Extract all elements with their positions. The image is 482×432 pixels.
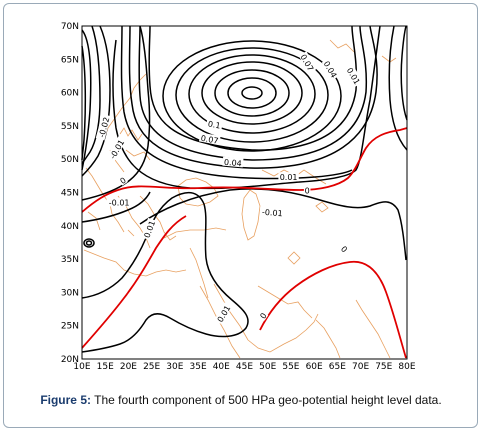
contour--0.01-middle [139,188,407,261]
contour--0.01-left [81,25,151,201]
coastline-persian-gulf [257,285,313,319]
contour-label: -0.01 [259,206,286,219]
lon-tick-label: 30E [166,362,183,372]
coastline-caspian [241,189,261,241]
lon-tick-label: 20E [120,362,137,372]
svg-text:0: 0 [258,311,268,320]
figure-caption: Figure 5: The fourth component of 500 HP… [14,393,468,407]
contour-label: -0.01 [106,197,132,207]
figure-label: Figure 5: [40,393,91,407]
lon-tick-label: 50E [259,362,276,372]
svg-text:0: 0 [339,244,349,254]
svg-text:0.07: 0.07 [200,134,219,146]
lon-tick-label: 45E [236,362,253,372]
zero-line-north [81,127,408,213]
lon-tick-label: 15E [97,362,114,372]
contour-label: 0 [339,243,351,254]
svg-text:0.1: 0.1 [207,120,221,131]
contour-label: 0 [257,310,269,321]
lon-tick-label: 55E [282,362,299,372]
svg-text:0: 0 [305,187,310,196]
lon-tick-label: 40E [213,362,230,372]
lat-tick-label: 50N [61,155,79,165]
lat-tick-label: 65N [61,55,79,65]
lon-tick-label: 60E [306,362,323,372]
zero-contour-lines [81,127,408,359]
coastline-turkey [163,227,227,239]
lat-tick-label: 40N [61,222,79,232]
contour-labels: 0.07 0.04 0.010.10.070.040.010-0.01-0.02-0… [95,51,364,325]
lon-tick-label: 80E [398,362,415,372]
lon-tick-label: 10E [73,362,90,372]
lat-tick-label: 45N [61,189,79,199]
coastline-baltic [119,127,151,161]
svg-text:0: 0 [118,176,127,186]
zero-line-south-east [259,260,407,359]
lat-tick-label: 20N [61,355,79,365]
latitude-tick-labels: 70N 65N 60N 55N 50N 45N 40N 35N 30N 25N 20N [61,22,79,365]
svg-text:-0.01: -0.01 [109,198,130,207]
svg-text:0.04: 0.04 [224,158,243,169]
lat-tick-label: 60N [61,89,79,99]
contour-label: 0.07 [198,132,221,146]
figure-caption-text: The fourth component of 500 HPa geo-pote… [94,393,442,407]
lon-tick-label: 70E [352,362,369,372]
svg-text:-0.01: -0.01 [262,208,283,219]
coastline-india-east [355,299,391,359]
lat-tick-label: 25N [61,322,79,332]
lat-tick-label: 35N [61,255,79,265]
zero-line-south-west [81,215,187,349]
contour-label: 0 [117,174,128,186]
lat-tick-label: 70N [61,22,79,32]
contour-label: 0.01 [278,172,299,182]
svg-text:0.01: 0.01 [280,173,298,182]
contour-0.01-upper [112,25,381,190]
coastline-india-west [315,319,341,359]
contour-label: 0.04 [222,156,244,169]
coastline-levant [189,247,209,299]
coastline-arabia [247,313,319,353]
lon-tick-label: 65E [329,362,346,372]
longitude-tick-labels: 10E 15E 20E 25E 30E 35E 40E 45E 50E 55E 60E 65E 70E 7… [73,362,415,372]
lon-tick-label: 25E [143,362,160,372]
lon-tick-label: 75E [375,362,392,372]
contour-label: 0 [303,185,311,196]
lat-tick-label: 30N [61,288,79,298]
lon-tick-label: 35E [190,362,207,372]
lat-tick-label: 55N [61,122,79,132]
map-panel: 0.07 0.04 0.010.10.070.040.010-0.01-0.02-0… [81,25,408,360]
coastline-north-africa [83,249,187,277]
coastline-lakes [287,201,329,265]
contour-label: 0.1 [205,118,223,131]
coastline-balkans [139,195,177,241]
